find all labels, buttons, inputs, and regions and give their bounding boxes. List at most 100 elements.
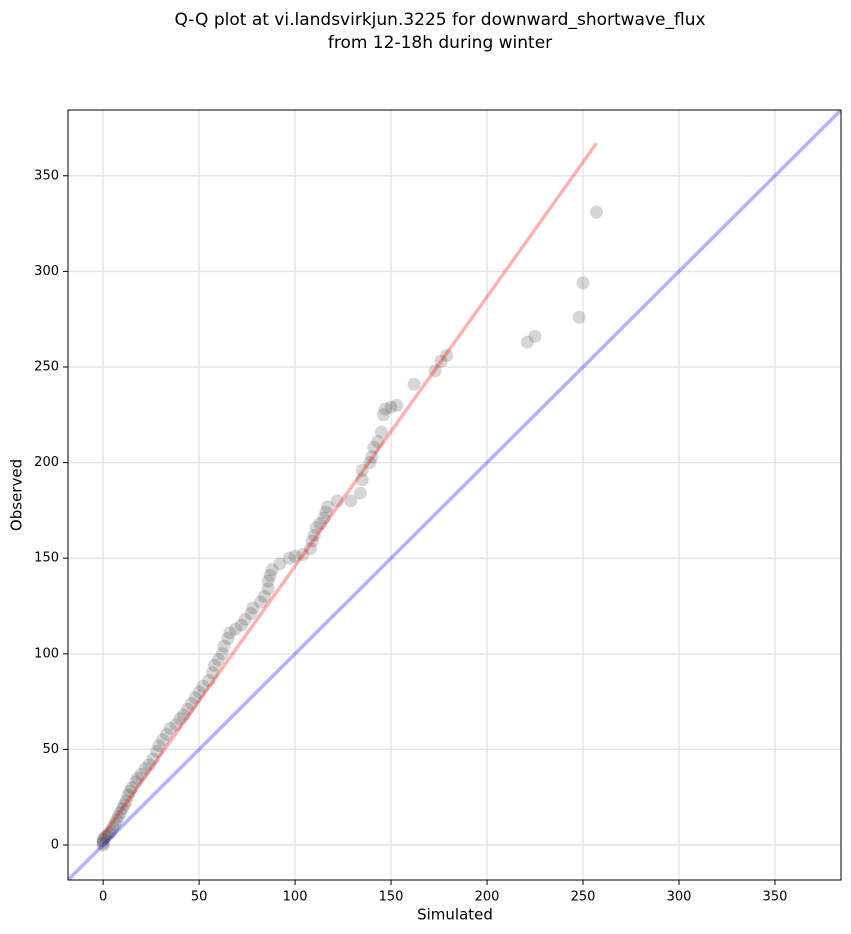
x-tick-label: 100 — [283, 890, 308, 905]
point — [309, 521, 323, 535]
point — [378, 402, 392, 416]
point — [303, 542, 317, 556]
point — [217, 639, 231, 653]
point — [355, 463, 369, 477]
point — [353, 486, 367, 500]
point — [96, 838, 110, 852]
point — [407, 377, 421, 391]
point — [261, 582, 275, 596]
point — [123, 784, 137, 798]
point — [384, 400, 398, 414]
y-tick-label: 300 — [34, 264, 59, 279]
point — [115, 802, 129, 816]
point — [244, 607, 258, 621]
y-tick-label: 350 — [34, 168, 59, 183]
point — [121, 788, 135, 802]
point — [376, 408, 390, 422]
point — [234, 618, 248, 632]
x-axis-label: Simulated — [417, 906, 493, 924]
point — [221, 632, 235, 646]
point — [100, 828, 114, 842]
point — [102, 827, 116, 841]
point — [282, 551, 296, 565]
point — [150, 744, 164, 758]
plot-area — [68, 110, 841, 880]
point — [520, 335, 534, 349]
point — [96, 836, 110, 850]
point — [142, 758, 156, 772]
point — [215, 647, 229, 661]
point — [169, 718, 183, 732]
point — [98, 830, 112, 844]
y-tick-label: 0 — [51, 838, 59, 853]
plot-frame — [67, 109, 842, 881]
point — [188, 691, 202, 705]
point — [159, 727, 173, 741]
point — [111, 809, 125, 823]
point — [96, 832, 110, 846]
point — [589, 205, 603, 219]
point — [365, 450, 379, 464]
point — [265, 563, 279, 577]
point — [238, 612, 252, 626]
point — [177, 708, 191, 722]
point — [330, 494, 344, 508]
point — [119, 794, 133, 808]
point — [428, 364, 442, 378]
point — [374, 425, 388, 439]
point — [196, 679, 210, 693]
point — [125, 781, 139, 795]
point — [313, 517, 327, 531]
x-tick-label: 250 — [571, 890, 596, 905]
axes: 0 50 100 150 200 250 300 350 0 50 100 150 200 250 300 3… — [34, 168, 787, 904]
point — [572, 310, 586, 324]
point — [321, 500, 335, 514]
point — [104, 825, 118, 839]
point — [307, 528, 321, 542]
point — [305, 534, 319, 548]
point — [206, 666, 220, 680]
point — [263, 568, 277, 582]
point — [246, 601, 260, 615]
point — [110, 813, 124, 827]
point — [146, 752, 160, 766]
point — [319, 505, 333, 519]
point — [152, 739, 166, 753]
point — [211, 653, 225, 667]
point — [229, 622, 243, 636]
point — [129, 775, 143, 789]
point — [254, 595, 268, 609]
point — [440, 349, 454, 363]
x-tick-label: 50 — [191, 890, 208, 905]
point — [96, 834, 110, 848]
point — [261, 574, 275, 588]
y-tick-label: 200 — [34, 455, 59, 470]
y-tick-label: 150 — [34, 551, 59, 566]
chart-title: Q-Q plot at vi.landsvirkjun.3225 for dow… — [174, 10, 705, 30]
grid — [68, 110, 841, 880]
point — [371, 435, 385, 449]
fit-line — [101, 142, 598, 837]
point — [108, 817, 122, 831]
x-tick-label: 200 — [475, 890, 500, 905]
point — [363, 456, 377, 470]
y-tick-label: 100 — [34, 646, 59, 661]
point — [163, 721, 177, 735]
point — [344, 494, 358, 508]
y-tick-label: 50 — [42, 742, 59, 757]
point — [113, 806, 127, 820]
point — [434, 354, 448, 368]
x-tick-label: 150 — [379, 890, 404, 905]
point — [202, 674, 216, 688]
point — [390, 398, 404, 412]
point — [156, 733, 170, 747]
point — [273, 557, 287, 571]
x-tick-label: 350 — [763, 890, 788, 905]
chart-title: from 12-18h during winter — [328, 33, 552, 53]
point — [117, 798, 131, 812]
point — [296, 547, 310, 561]
x-tick-label: 300 — [667, 890, 692, 905]
point — [173, 712, 187, 726]
point — [223, 626, 237, 640]
point — [288, 549, 302, 563]
